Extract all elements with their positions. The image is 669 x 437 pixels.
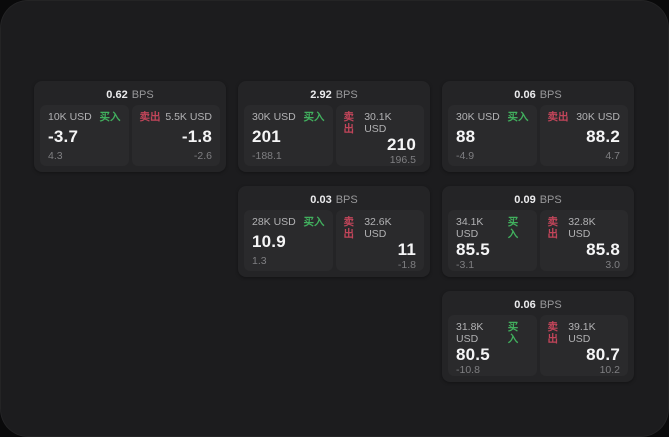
quote-tiles: 30K USD 买入 201 -188.1 卖出 30.1K USD 210 1… bbox=[244, 105, 424, 166]
quote-tiles: 34.1K USD 买入 85.5 -3.1 卖出 32.8K USD 85.8… bbox=[448, 210, 628, 271]
sell-price: 88.2 bbox=[586, 127, 620, 146]
buy-amount: 34.1K USD bbox=[456, 216, 484, 240]
quote-tiles: 28K USD 买入 10.9 1.3 卖出 32.6K USD 11 -1.8 bbox=[244, 210, 424, 271]
bps-unit-label: BPS bbox=[539, 194, 562, 206]
buy-label: 买入 bbox=[303, 111, 325, 123]
spread-header: 0.06 BPS bbox=[448, 295, 628, 315]
buy-price: 85.5 bbox=[456, 240, 490, 259]
sell-label: 卖出 bbox=[343, 216, 355, 240]
sell-quote-tile[interactable]: 卖出 5.5K USD -1.8 -2.6 bbox=[131, 105, 220, 166]
sell-amount: 32.8K USD bbox=[568, 216, 596, 240]
sell-quote-tile[interactable]: 卖出 32.8K USD 85.8 3.0 bbox=[539, 210, 628, 271]
spread-value: 2.92 bbox=[310, 89, 332, 101]
sell-amount: 30K USD bbox=[576, 111, 620, 123]
buy-delta: 4.3 bbox=[48, 150, 63, 162]
spread-header: 0.03 BPS bbox=[244, 190, 424, 210]
sell-delta: -1.8 bbox=[397, 259, 416, 271]
buy-quote-tile[interactable]: 34.1K USD 买入 85.5 -3.1 bbox=[448, 210, 537, 271]
spread-value: 0.62 bbox=[106, 89, 128, 101]
sell-quote-tile[interactable]: 卖出 39.1K USD 80.7 10.2 bbox=[539, 315, 628, 376]
sell-delta: 196.5 bbox=[389, 154, 416, 166]
sell-quote-tile[interactable]: 卖出 32.6K USD 11 -1.8 bbox=[335, 210, 424, 271]
bps-unit-label: BPS bbox=[335, 89, 358, 101]
sell-price: -1.8 bbox=[181, 127, 212, 146]
spread-header: 0.62 BPS bbox=[40, 85, 220, 105]
sell-price: 80.7 bbox=[586, 345, 620, 364]
bps-unit-label: BPS bbox=[335, 194, 358, 206]
sell-label: 卖出 bbox=[547, 216, 559, 240]
buy-delta: -3.1 bbox=[456, 259, 475, 271]
buy-amount: 30K USD bbox=[252, 111, 296, 123]
quote-card: 0.62 BPS 10K USD 买入 -3.7 4.3 卖出 5.5K USD… bbox=[34, 81, 226, 172]
buy-amount: 10K USD bbox=[48, 111, 92, 123]
quote-card: 0.06 BPS 30K USD 买入 88 -4.9 卖出 30K USD 8… bbox=[442, 81, 634, 172]
sell-quote-tile[interactable]: 卖出 30K USD 88.2 4.7 bbox=[539, 105, 628, 166]
buy-amount: 31.8K USD bbox=[456, 321, 484, 345]
spread-header: 0.06 BPS bbox=[448, 85, 628, 105]
quote-tiles: 30K USD 买入 88 -4.9 卖出 30K USD 88.2 4.7 bbox=[448, 105, 628, 166]
sell-price: 11 bbox=[397, 240, 416, 259]
bps-unit-label: BPS bbox=[131, 89, 154, 101]
buy-delta: -188.1 bbox=[252, 150, 282, 162]
buy-label: 买入 bbox=[99, 111, 121, 123]
sell-label: 卖出 bbox=[547, 321, 559, 345]
sell-label: 卖出 bbox=[547, 111, 569, 123]
sell-delta: 4.7 bbox=[605, 150, 620, 162]
sell-delta: 3.0 bbox=[605, 259, 620, 271]
quote-tiles: 31.8K USD 买入 80.5 -10.8 卖出 39.1K USD 80.… bbox=[448, 315, 628, 376]
quote-card: 2.92 BPS 30K USD 买入 201 -188.1 卖出 30.1K … bbox=[238, 81, 430, 172]
buy-label: 买入 bbox=[507, 216, 519, 240]
spread-value: 0.06 bbox=[514, 299, 536, 311]
buy-quote-tile[interactable]: 30K USD 买入 88 -4.9 bbox=[448, 105, 537, 166]
buy-amount: 28K USD bbox=[252, 216, 296, 228]
sell-amount: 39.1K USD bbox=[568, 321, 596, 345]
sell-amount: 32.6K USD bbox=[364, 216, 392, 240]
sell-label: 卖出 bbox=[139, 111, 161, 123]
buy-price: 10.9 bbox=[252, 232, 286, 251]
sell-label: 卖出 bbox=[343, 111, 355, 135]
sell-amount: 30.1K USD bbox=[364, 111, 392, 135]
buy-label: 买入 bbox=[303, 216, 325, 228]
buy-label: 买入 bbox=[507, 321, 519, 345]
spread-header: 0.09 BPS bbox=[448, 190, 628, 210]
buy-price: 88 bbox=[456, 127, 476, 146]
bps-unit-label: BPS bbox=[539, 89, 562, 101]
buy-price: 80.5 bbox=[456, 345, 490, 364]
quote-grid: 0.62 BPS 10K USD 买入 -3.7 4.3 卖出 5.5K USD… bbox=[34, 81, 634, 382]
quote-card: 0.06 BPS 31.8K USD 买入 80.5 -10.8 卖出 39.1… bbox=[442, 291, 634, 382]
quote-card: 0.09 BPS 34.1K USD 买入 85.5 -3.1 卖出 32.8K… bbox=[442, 186, 634, 277]
sell-price: 210 bbox=[387, 135, 416, 154]
spread-value: 0.06 bbox=[514, 89, 536, 101]
spread-value: 0.03 bbox=[310, 194, 332, 206]
buy-quote-tile[interactable]: 31.8K USD 买入 80.5 -10.8 bbox=[448, 315, 537, 376]
sell-amount: 5.5K USD bbox=[165, 111, 212, 123]
buy-price: 201 bbox=[252, 127, 281, 146]
sell-price: 85.8 bbox=[586, 240, 620, 259]
sell-quote-tile[interactable]: 卖出 30.1K USD 210 196.5 bbox=[335, 105, 424, 166]
buy-quote-tile[interactable]: 10K USD 买入 -3.7 4.3 bbox=[40, 105, 129, 166]
spread-value: 0.09 bbox=[514, 194, 536, 206]
bps-unit-label: BPS bbox=[539, 299, 562, 311]
buy-delta: -4.9 bbox=[456, 150, 475, 162]
buy-delta: -10.8 bbox=[456, 364, 480, 376]
sell-delta: -2.6 bbox=[193, 150, 212, 162]
buy-delta: 1.3 bbox=[252, 255, 267, 267]
buy-label: 买入 bbox=[507, 111, 529, 123]
quote-card: 0.03 BPS 28K USD 买入 10.9 1.3 卖出 32.6K US… bbox=[238, 186, 430, 277]
buy-amount: 30K USD bbox=[456, 111, 500, 123]
buy-quote-tile[interactable]: 30K USD 买入 201 -188.1 bbox=[244, 105, 333, 166]
buy-quote-tile[interactable]: 28K USD 买入 10.9 1.3 bbox=[244, 210, 333, 271]
spread-header: 2.92 BPS bbox=[244, 85, 424, 105]
sell-delta: 10.2 bbox=[599, 364, 620, 376]
quote-tiles: 10K USD 买入 -3.7 4.3 卖出 5.5K USD -1.8 -2.… bbox=[40, 105, 220, 166]
buy-price: -3.7 bbox=[48, 127, 79, 146]
